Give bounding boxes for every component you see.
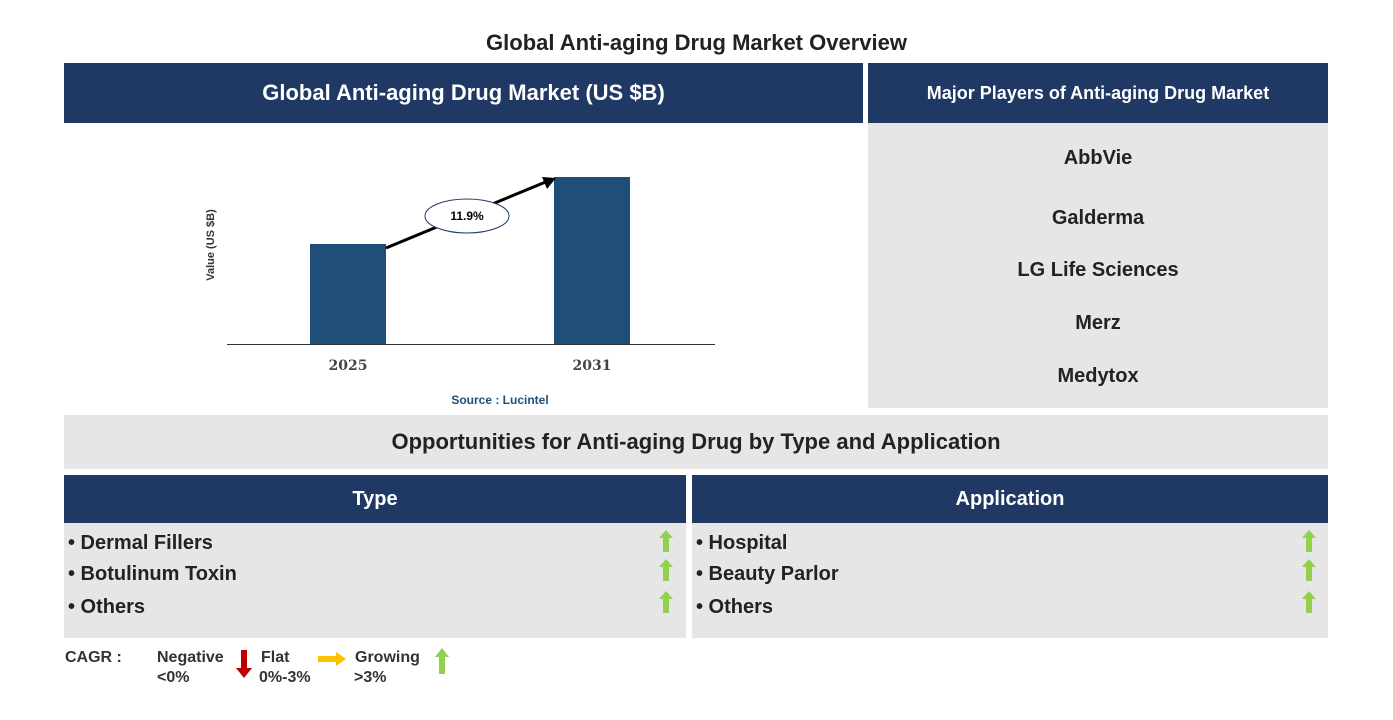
flat-arrow-icon (318, 652, 346, 666)
growing-arrow-icon (659, 591, 673, 613)
page-title: Global Anti-aging Drug Market Overview (486, 30, 907, 55)
player-item: Galderma (1051, 207, 1145, 229)
market-header: Global Anti-aging Drug Market (US $B) (64, 63, 863, 123)
player-item: Medytox (1057, 365, 1139, 387)
legend-label: CAGR : (65, 649, 122, 666)
player-item: Merz (1075, 312, 1121, 334)
growing-arrow-icon (435, 648, 449, 674)
growth-arrowhead (542, 177, 556, 189)
application-item: • Others (696, 596, 774, 618)
application-list: • Hospital • Beauty Parlor • Others (692, 523, 1328, 638)
growing-arrow-icon (659, 530, 673, 552)
bar-2025 (310, 244, 386, 344)
legend-flat-range: 0%-3% (259, 669, 311, 686)
application-item: • Beauty Parlor (696, 563, 839, 585)
y-axis-label: Value (US $B) (205, 209, 217, 281)
type-item: • Others (68, 596, 146, 618)
application-item: • Hospital (696, 532, 788, 554)
x-tick-label: 2031 (573, 358, 612, 374)
growing-arrow-icon (659, 559, 673, 581)
x-tick-label: 2025 (329, 358, 368, 374)
negative-arrow-icon (236, 650, 252, 678)
type-header: Type (64, 475, 686, 523)
type-list: • Dermal Fillers • Botulinum Toxin • Oth… (64, 523, 686, 638)
legend-flat: Flat (261, 649, 290, 666)
player-item: LG Life Sciences (1017, 259, 1179, 281)
type-item: • Dermal Fillers (68, 532, 213, 554)
cagr-label: 11.9% (450, 209, 484, 223)
growing-arrow-icon (1302, 530, 1316, 552)
growing-arrow-icon (1302, 559, 1316, 581)
legend-growing-range: >3% (354, 669, 387, 686)
legend-negative: Negative (157, 649, 224, 666)
opportunities-header: Opportunities for Anti-aging Drug by Typ… (64, 415, 1328, 469)
legend-growing: Growing (355, 649, 420, 666)
players-panel: AbbVie Galderma LG Life Sciences Merz Me… (868, 123, 1328, 408)
market-chart: Value (US $B) 2025 2031 11.9% Source : Lu… (205, 177, 715, 407)
legend-negative-range: <0% (157, 669, 190, 686)
source-label: Source : Lucintel (451, 393, 548, 407)
growing-arrow-icon (1302, 591, 1316, 613)
players-header: Major Players of Anti-aging Drug Market (868, 63, 1328, 123)
application-header: Application (692, 475, 1328, 523)
type-item: • Botulinum Toxin (68, 563, 237, 585)
cagr-bubble (424, 198, 510, 234)
bar-2031 (554, 177, 630, 344)
player-item: AbbVie (1063, 147, 1133, 169)
